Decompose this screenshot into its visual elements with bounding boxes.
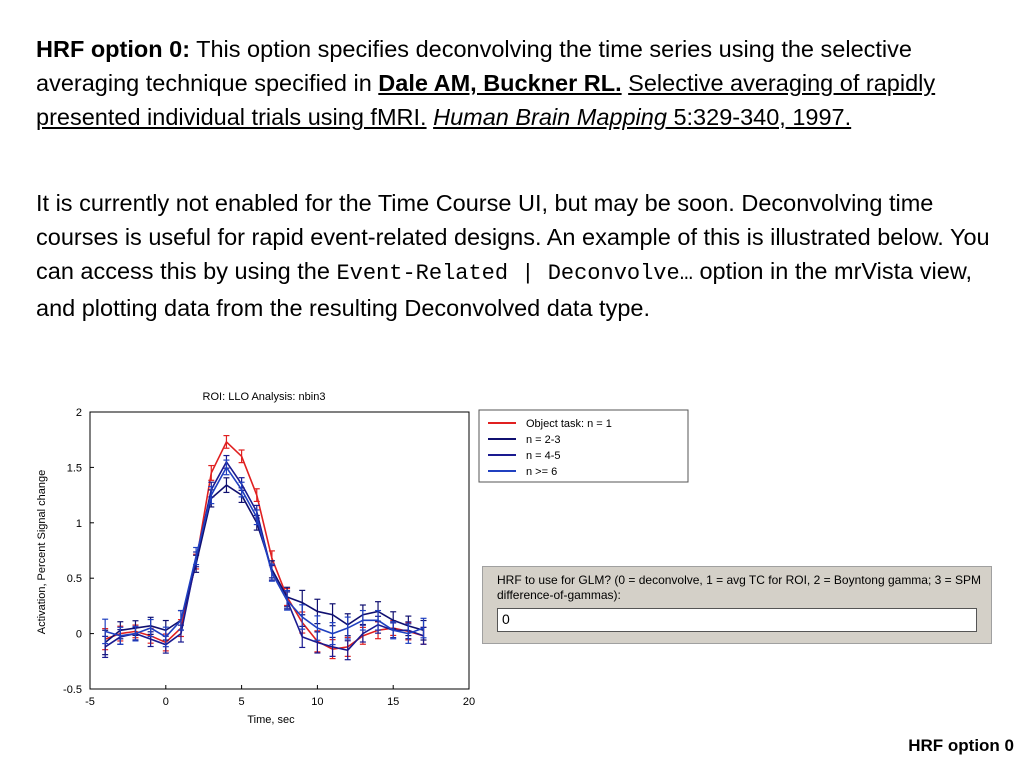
chart-title: ROI: LLO Analysis: nbin3 xyxy=(203,391,326,403)
paragraph1-text: This option specifies deconvolving the t… xyxy=(36,36,912,96)
series-4 xyxy=(102,459,427,648)
legend-label: n = 4-5 xyxy=(526,450,561,462)
chart-series xyxy=(102,435,427,661)
x-tick-label: 10 xyxy=(311,696,323,708)
time-course-chart: ROI: LLO Analysis: nbin3 -5 0 5 10 15 20 -0.5… xyxy=(36,391,475,726)
x-axis: -5 0 5 10 15 20 xyxy=(85,685,475,708)
x-tick-label: 5 xyxy=(239,696,245,708)
legend-label: n >= 6 xyxy=(526,466,557,478)
x-tick-label: 0 xyxy=(163,696,169,708)
hrf-dialog-prompt: HRF to use for GLM? (0 = deconvolve, 1 =… xyxy=(497,573,982,602)
hrf-option-heading: HRF option 0: xyxy=(36,36,191,62)
citation-end: 5:329-340, 1997. xyxy=(666,104,852,130)
chart-legend-panel: Object task: n = 1 n = 2-3 n = 4-5 n >= 6 xyxy=(478,409,689,483)
menu-path-code: Event-Related | Deconvolve… xyxy=(336,261,693,286)
y-tick-label: -0.5 xyxy=(63,684,82,696)
x-tick-label: -5 xyxy=(85,696,95,708)
y-tick-label: 0.5 xyxy=(67,573,82,585)
paragraph-hrf-option: HRF option 0: This option specifies deco… xyxy=(36,32,996,134)
series-line xyxy=(104,440,424,650)
legend-label: Object task: n = 1 xyxy=(526,418,612,430)
legend-label: n = 2-3 xyxy=(526,434,561,446)
x-tick-label: 15 xyxy=(387,696,399,708)
legend-items: Object task: n = 1 n = 2-3 n = 4-5 n >= 6 xyxy=(488,418,612,478)
paragraph-deconvolve-info: It is currently not enabled for the Time… xyxy=(36,186,996,325)
hrf-input-field[interactable]: 0 xyxy=(497,608,977,632)
y-tick-label: 1.5 xyxy=(67,462,82,474)
plot-frame xyxy=(89,411,470,690)
y-tick-label: 0 xyxy=(76,629,82,641)
hrf-dialog-panel: HRF to use for GLM? (0 = deconvolve, 1 =… xyxy=(482,566,992,644)
y-axis-label: Activation, Percent Signal change xyxy=(36,470,48,635)
paragraph2-text: It is currently not enabled for the Time… xyxy=(36,190,990,284)
series-line xyxy=(104,465,424,638)
slide-footer-label: HRF option 0 xyxy=(908,736,1014,755)
x-tick-label: 20 xyxy=(463,696,475,708)
citation-title: Selective averaging of rapidly presented… xyxy=(36,70,936,130)
y-tick-label: 1 xyxy=(76,518,82,530)
x-axis-label: Time, sec xyxy=(247,714,295,726)
y-axis: -0.5 0 0.5 1 1.5 2 xyxy=(63,407,94,696)
y-tick-label: 2 xyxy=(76,407,82,419)
citation-authors: Dale AM, Buckner RL. xyxy=(378,70,622,96)
paragraph2-text-end: option in the mrVista view, and plotting… xyxy=(36,258,973,321)
citation-journal: Human Brain Mapping xyxy=(433,104,667,130)
